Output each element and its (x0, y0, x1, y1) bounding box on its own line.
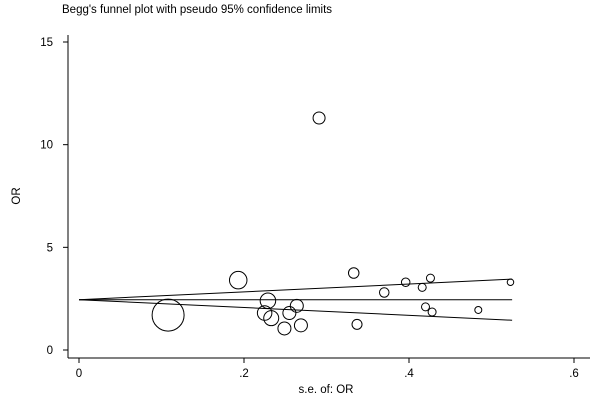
study-point (151, 298, 185, 332)
x-axis-ticks: 0 .2 .4 .6 (76, 358, 579, 380)
study-point (474, 305, 483, 314)
y-tick-label: 15 (40, 37, 53, 49)
study-point (293, 318, 308, 333)
study-point (256, 305, 273, 321)
x-tick-label: .2 (239, 368, 249, 380)
study-point (259, 292, 277, 309)
x-axis-label: s.e. of: OR (299, 384, 354, 396)
x-tick-label: .6 (569, 368, 579, 380)
study-point (282, 306, 297, 321)
study-point (351, 318, 363, 330)
study-point (263, 310, 280, 327)
study-point (506, 278, 515, 286)
chart-title: Begg's funnel plot with pseudo 95% confi… (62, 4, 332, 16)
study-point (312, 111, 326, 125)
study-point (289, 298, 304, 313)
y-tick-label: 0 (47, 345, 53, 357)
study-point (421, 302, 430, 312)
study-point (228, 270, 248, 290)
study-point (347, 267, 360, 279)
y-tick-label: 10 (40, 140, 53, 152)
study-point (427, 307, 437, 317)
study-point (425, 273, 435, 283)
upper-confidence-limit-line (78, 278, 513, 301)
study-point (417, 282, 427, 292)
x-tick-label: 0 (76, 368, 82, 380)
study-point (379, 287, 390, 298)
y-axis-ticks: 0 5 10 15 (40, 37, 68, 357)
study-point (400, 277, 411, 287)
y-tick-label: 5 (47, 242, 53, 254)
study-points (151, 111, 515, 336)
study-point (277, 321, 292, 336)
x-tick-label: .4 (404, 368, 414, 380)
y-axis-label: OR (11, 187, 23, 204)
